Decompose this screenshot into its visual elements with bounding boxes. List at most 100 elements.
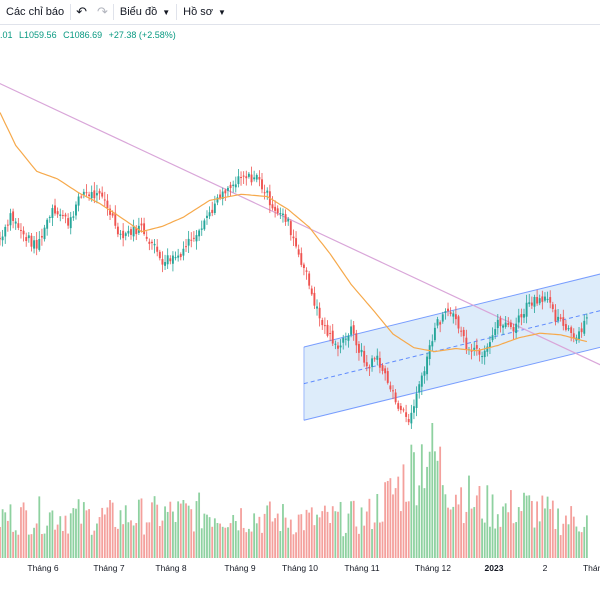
channel-lower-line[interactable] [303,345,600,421]
volume-bar [158,526,161,558]
volume-bar [546,496,549,558]
candle-body [352,325,355,334]
indicators-button[interactable]: Các chỉ báo [0,0,70,24]
candle-body [355,333,358,346]
candle [130,226,132,240]
candle [93,182,96,204]
candle-body [512,327,515,332]
volume-bar [410,444,413,558]
volume-bar [371,529,373,558]
volume-bar [9,504,12,558]
candle-body [124,233,127,236]
volume-bar [570,506,573,558]
candle-body [9,213,12,226]
candle [271,196,274,211]
candle [572,328,575,343]
volume-bar [510,490,512,558]
candle [365,354,368,372]
candle-body [17,223,20,228]
volume-bar [483,522,486,558]
candle [308,270,311,290]
candle-body [75,204,77,216]
candle [143,217,146,236]
candle [410,404,413,429]
candle [17,217,20,231]
volume-bar [161,520,164,558]
candle-body [38,238,41,250]
candle-body [300,253,303,265]
candle [137,217,140,236]
volume-bar [486,485,489,558]
candle [295,231,298,249]
ohlc-change: +27.38 (+2.58%) [108,30,176,40]
candle-body [237,176,240,185]
candle-body [546,298,549,300]
volume-bar [475,495,478,558]
candle-body [145,236,148,239]
candle [530,296,533,309]
candle [174,251,177,261]
volume-bar [468,475,470,558]
volume-bar [72,508,75,558]
candle [357,341,360,361]
candle-body [313,292,316,306]
candle [132,219,135,242]
trendline[interactable] [0,59,600,368]
x-tick-label: Tháng 9 [224,563,255,573]
volume-bar [153,496,156,558]
candle [520,308,523,326]
volume-bar [282,504,284,558]
descending-trendline[interactable] [0,59,600,368]
candle [321,317,324,330]
candle [360,343,363,357]
candle [127,225,130,237]
candle-body [247,173,250,177]
candle [326,320,329,338]
candle [491,327,494,343]
candle [192,231,195,242]
volume-bar [166,511,169,558]
channel-mid-line[interactable] [303,309,600,385]
candle-body [483,350,486,358]
chart-menu-label: Biểu đồ [119,6,158,18]
candle [549,290,552,309]
candle [221,187,224,206]
candle [95,184,98,204]
volume-bar [313,525,316,558]
volume-bar [227,527,229,558]
candle [402,407,405,413]
candle [297,244,300,258]
candle [509,319,512,330]
volume-bar [114,526,117,558]
candle [310,285,313,296]
profile-menu-button[interactable]: Hồ sơ ▼ [177,0,232,24]
candle-body [407,419,410,423]
volume-bar [554,528,557,558]
candle-body [316,306,318,309]
candle-body [321,319,324,326]
candle [562,309,565,331]
candle [237,168,240,188]
volume-bar [172,511,174,558]
volume-bar [423,488,426,558]
redo-icon[interactable]: ↷ [97,4,108,19]
profile-menu-label: Hồ sơ [183,6,213,18]
candle [389,381,392,392]
candle-body [40,236,43,238]
candle-body [499,318,502,327]
candle [585,313,588,325]
volume-bar [4,512,7,558]
candle [198,228,201,241]
candle [245,170,248,186]
volume-bar [56,524,59,558]
volume-bar [271,521,274,558]
volume-bar [30,534,33,558]
volume-bar [77,499,80,558]
ohlc-close: C1086.69 [63,30,103,40]
candle-body [439,322,442,325]
chart-menu-button[interactable]: Biểu đồ ▼ [114,0,176,24]
volume-bar [386,480,389,558]
candle [224,188,227,201]
undo-icon[interactable]: ↶ [76,4,87,19]
